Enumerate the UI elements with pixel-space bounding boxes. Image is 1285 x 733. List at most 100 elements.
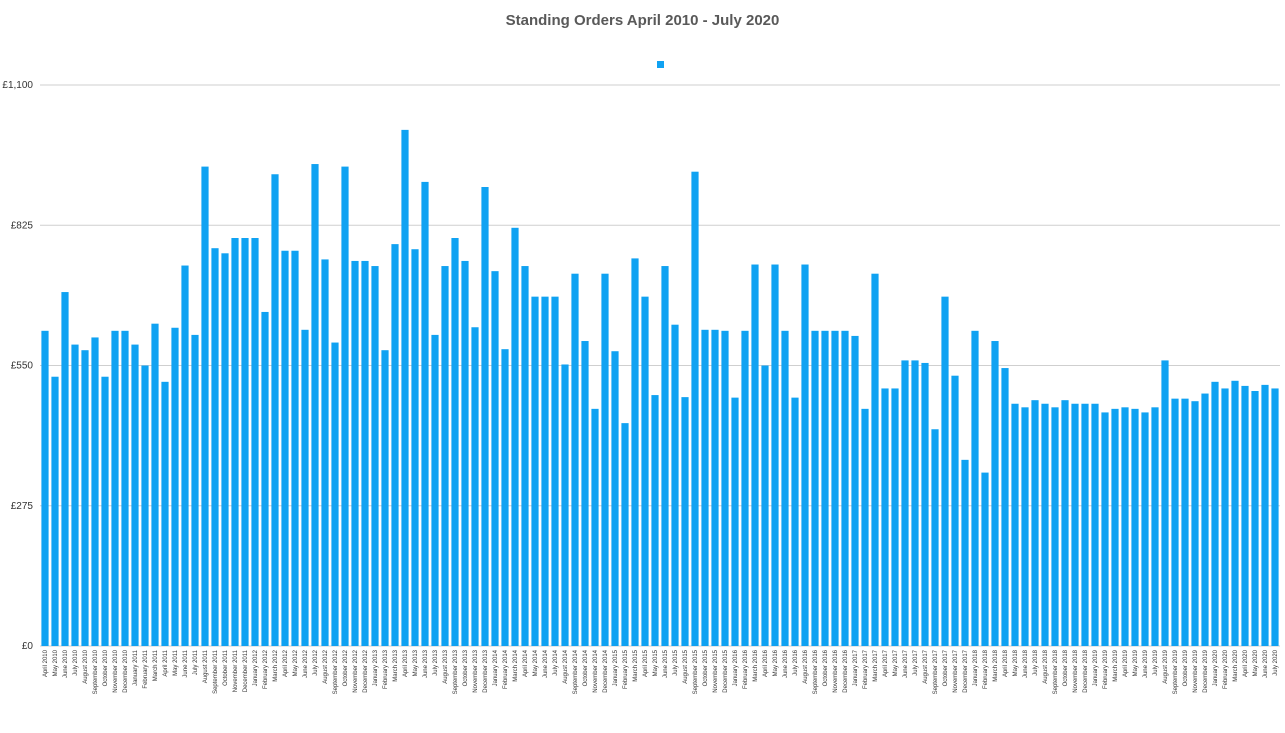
x-tick-label: January 2018 [973,649,979,686]
bar [861,408,869,646]
bar [311,164,319,647]
bar [321,259,329,646]
x-tick-label: May 2015 [653,649,659,676]
bar [841,330,849,646]
x-tick-label: February 2016 [743,649,749,689]
bar [1131,408,1139,646]
x-tick-label: October 2017 [943,649,949,686]
x-tick-label: May 2014 [533,649,539,676]
bar [341,166,349,646]
bar [661,266,669,646]
x-tick-label: August 2018 [1043,649,1049,683]
x-tick-label: July 2019 [1153,649,1159,675]
x-tick-label: July 2015 [673,649,679,675]
bar [131,344,139,646]
x-tick-label: February 2019 [1103,649,1109,689]
bar [991,341,999,646]
bar [381,350,389,646]
bar [281,250,289,646]
legend-swatch [657,61,664,68]
bar [231,238,239,646]
x-tick-label: June 2017 [903,649,909,678]
x-tick-label: June 2011 [183,649,189,677]
bar [881,388,889,646]
x-tick-label: December 2010 [123,649,129,692]
x-tick-label: November 2014 [593,649,599,692]
bar [721,330,729,646]
x-tick-label: March 2012 [273,649,279,681]
x-tick-label: December 2018 [1083,649,1089,692]
x-tick-label: March 2016 [753,649,759,681]
x-tick-label: June 2013 [423,649,429,678]
x-tick-label: September 2017 [933,649,939,694]
bar [1031,400,1039,646]
bar [141,365,149,646]
bar [601,273,609,646]
bar [811,330,819,646]
bar [1271,388,1279,646]
x-tick-label: October 2013 [463,649,469,686]
x-tick-label: February 2020 [1223,649,1229,689]
x-tick-label: February 2012 [263,649,269,689]
x-tick-label: May 2013 [413,649,419,676]
x-tick-label: March 2018 [993,649,999,681]
x-tick-label: January 2014 [493,649,499,686]
bar [271,174,279,646]
x-tick-label: September 2010 [93,649,99,694]
bar [1241,385,1249,646]
x-tick-label: September 2014 [573,649,579,694]
x-tick-label: November 2017 [953,649,959,692]
x-tick-label: November 2012 [353,649,359,692]
x-tick-label: September 2016 [813,649,819,694]
bar [181,265,189,646]
x-tick-label: January 2017 [853,649,859,686]
bar [441,266,449,646]
x-tick-label: February 2015 [623,649,629,689]
x-tick-label: February 2018 [983,649,989,689]
bar [851,335,859,646]
x-tick-label: March 2019 [1113,649,1119,681]
x-tick-label: March 2017 [873,649,879,681]
x-tick-label: August 2010 [83,649,89,683]
bar [551,296,559,646]
x-tick-label: September 2019 [1173,649,1179,694]
bar [151,323,159,646]
x-tick-label: June 2014 [543,649,549,678]
bar [821,330,829,646]
bar [1201,393,1209,646]
x-tick-label: December 2017 [963,649,969,692]
x-tick-label: August 2016 [803,649,809,683]
chart-legend [657,59,668,69]
x-tick-label: May 2020 [1253,649,1259,676]
bar [801,264,809,646]
x-tick-label: July 2018 [1033,649,1039,675]
y-tick-label: £275 [11,501,34,512]
x-tick-label: February 2013 [383,649,389,689]
x-tick-label: July 2010 [73,649,79,675]
bar [641,296,649,646]
bar [1091,403,1099,646]
bar [1061,400,1069,646]
x-tick-label: July 2013 [433,649,439,675]
x-tick-label: January 2012 [253,649,259,686]
bar [741,330,749,646]
x-tick-label: May 2019 [1133,649,1139,676]
bar [71,344,79,646]
bar [1011,403,1019,646]
bar [1111,408,1119,646]
x-tick-label: August 2015 [683,649,689,683]
bar [911,360,919,646]
bar [621,423,629,646]
x-tick-label: December 2019 [1203,649,1209,692]
bar [891,388,899,646]
bar [481,187,489,646]
x-tick-label: May 2012 [293,649,299,676]
x-tick-label: April 2018 [1003,649,1009,677]
x-tick-label: May 2010 [53,649,59,676]
y-tick-label: £1,100 [2,80,33,91]
bar [471,327,479,646]
x-tick-label: June 2012 [303,649,309,678]
bar [711,329,719,646]
x-tick-label: January 2013 [373,649,379,686]
x-tick-label: November 2019 [1193,649,1199,692]
